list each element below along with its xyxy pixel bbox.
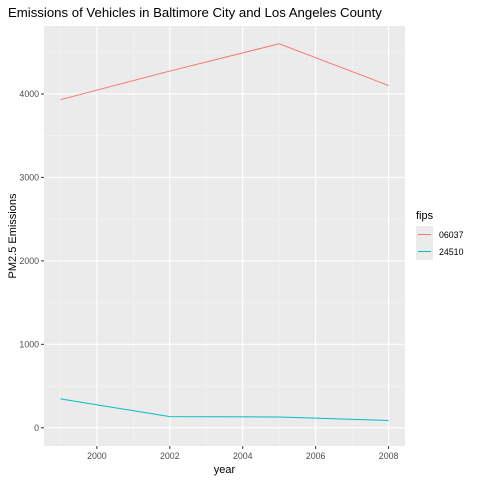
axes: 2000 2002 2004 2006 2008 0 1000 2000 3000 4000: [19, 89, 398, 461]
legend-label-06037: 06037: [439, 230, 464, 240]
grid-lines: [44, 26, 405, 446]
series-line-24510: [60, 398, 389, 421]
y-axis-title: PM2.5 Emissions: [7, 193, 19, 278]
x-tick-label: 2006: [306, 451, 326, 461]
y-tick-label: 4000: [19, 89, 39, 99]
legend-label-24510: 24510: [439, 247, 464, 257]
y-tick-label: 3000: [19, 172, 39, 182]
plot-panel: [44, 26, 405, 446]
x-tick-label: 2004: [233, 451, 253, 461]
x-tick-label: 2002: [160, 451, 180, 461]
series-line-06037: [60, 43, 389, 101]
y-tick-label: 2000: [19, 256, 39, 266]
legend: fips 06037 24510: [416, 210, 464, 260]
x-tick-label: 2008: [379, 451, 399, 461]
y-tick-label: 1000: [19, 339, 39, 349]
x-tick-label: 2000: [87, 451, 107, 461]
series-layer: [60, 43, 389, 421]
legend-title: fips: [416, 210, 434, 222]
y-tick-label: 0: [34, 423, 39, 433]
chart-title: Emissions of Vehicles in Baltimore City …: [8, 5, 382, 20]
x-axis-title: year: [214, 464, 236, 476]
